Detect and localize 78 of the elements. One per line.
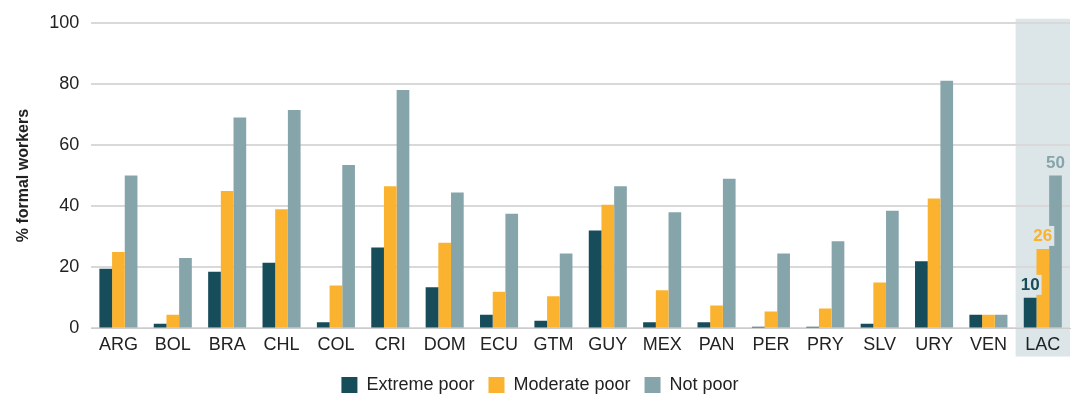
bar [179, 258, 192, 328]
bar [886, 210, 899, 328]
x-tick-label: COL [317, 334, 355, 355]
bar [220, 190, 234, 328]
bar [492, 291, 506, 328]
bar [588, 230, 602, 328]
bar [383, 186, 397, 328]
x-tick-label: SLV [863, 334, 897, 355]
bar [764, 311, 778, 328]
y-tick-label: 100 [49, 11, 80, 32]
x-tick-label: PAN [698, 334, 735, 355]
x-tick-label: GTM [533, 334, 574, 355]
bar [831, 241, 845, 328]
bar [112, 252, 125, 328]
bar [329, 285, 343, 328]
x-tick-label: CRI [374, 334, 406, 355]
y-axis-title: % formal workers [14, 108, 32, 243]
legend-label: Not poor [669, 373, 739, 394]
bar [777, 253, 790, 328]
bar [547, 296, 560, 328]
bar [927, 198, 941, 328]
bar [342, 164, 355, 328]
x-tick-label: URY [915, 334, 953, 355]
bar [438, 242, 452, 328]
bar [166, 314, 180, 328]
bar [873, 282, 887, 328]
y-tick-label: 60 [59, 134, 80, 155]
x-tick-label: ARG [98, 334, 138, 355]
y-tick-label: 0 [69, 317, 80, 338]
x-tick-label: LAC [1025, 334, 1061, 355]
bar [710, 305, 723, 328]
y-tick-label: 40 [59, 195, 80, 216]
bar [534, 320, 548, 328]
bar [275, 209, 288, 328]
x-tick-label: CHL [263, 334, 300, 355]
bar [371, 247, 384, 328]
bar [559, 253, 573, 328]
x-tick-label: BOL [154, 334, 191, 355]
bar [668, 212, 682, 328]
bar [233, 117, 247, 328]
bar [505, 213, 519, 328]
bar [425, 287, 439, 328]
x-tick-label: DOM [423, 334, 466, 355]
x-tick-label: BRA [208, 334, 246, 355]
bar [451, 192, 464, 328]
x-tick-label: PRY [806, 334, 844, 355]
bar [697, 322, 711, 328]
bar [818, 308, 832, 328]
data-label: 50 [1046, 152, 1065, 172]
bar [655, 290, 669, 328]
bar [915, 261, 928, 328]
bar [722, 178, 736, 328]
bar [614, 186, 627, 328]
bar [940, 80, 954, 328]
x-tick-label: MEX [642, 334, 682, 355]
y-tick-label: 80 [59, 72, 80, 93]
bar [982, 314, 995, 328]
bar [316, 322, 330, 328]
legend-label: Moderate poor [513, 373, 631, 394]
bar [124, 175, 138, 328]
bar [99, 268, 113, 328]
bar [480, 314, 493, 328]
bar [1023, 297, 1037, 328]
bar [643, 322, 656, 328]
bar [208, 271, 221, 328]
data-label: 10 [1020, 275, 1040, 295]
x-tick-label: GUY [588, 334, 628, 355]
x-tick-label: ECU [480, 334, 519, 355]
x-tick-label: VEN [969, 334, 1007, 355]
bar [287, 109, 301, 328]
legend-label: Extreme poor [366, 373, 475, 394]
bar [262, 262, 276, 328]
bar [396, 90, 410, 328]
y-tick-label: 20 [59, 256, 80, 277]
data-label: 26 [1033, 226, 1053, 246]
bar [969, 314, 983, 328]
x-tick-label: PER [752, 334, 790, 355]
bar [601, 204, 615, 328]
